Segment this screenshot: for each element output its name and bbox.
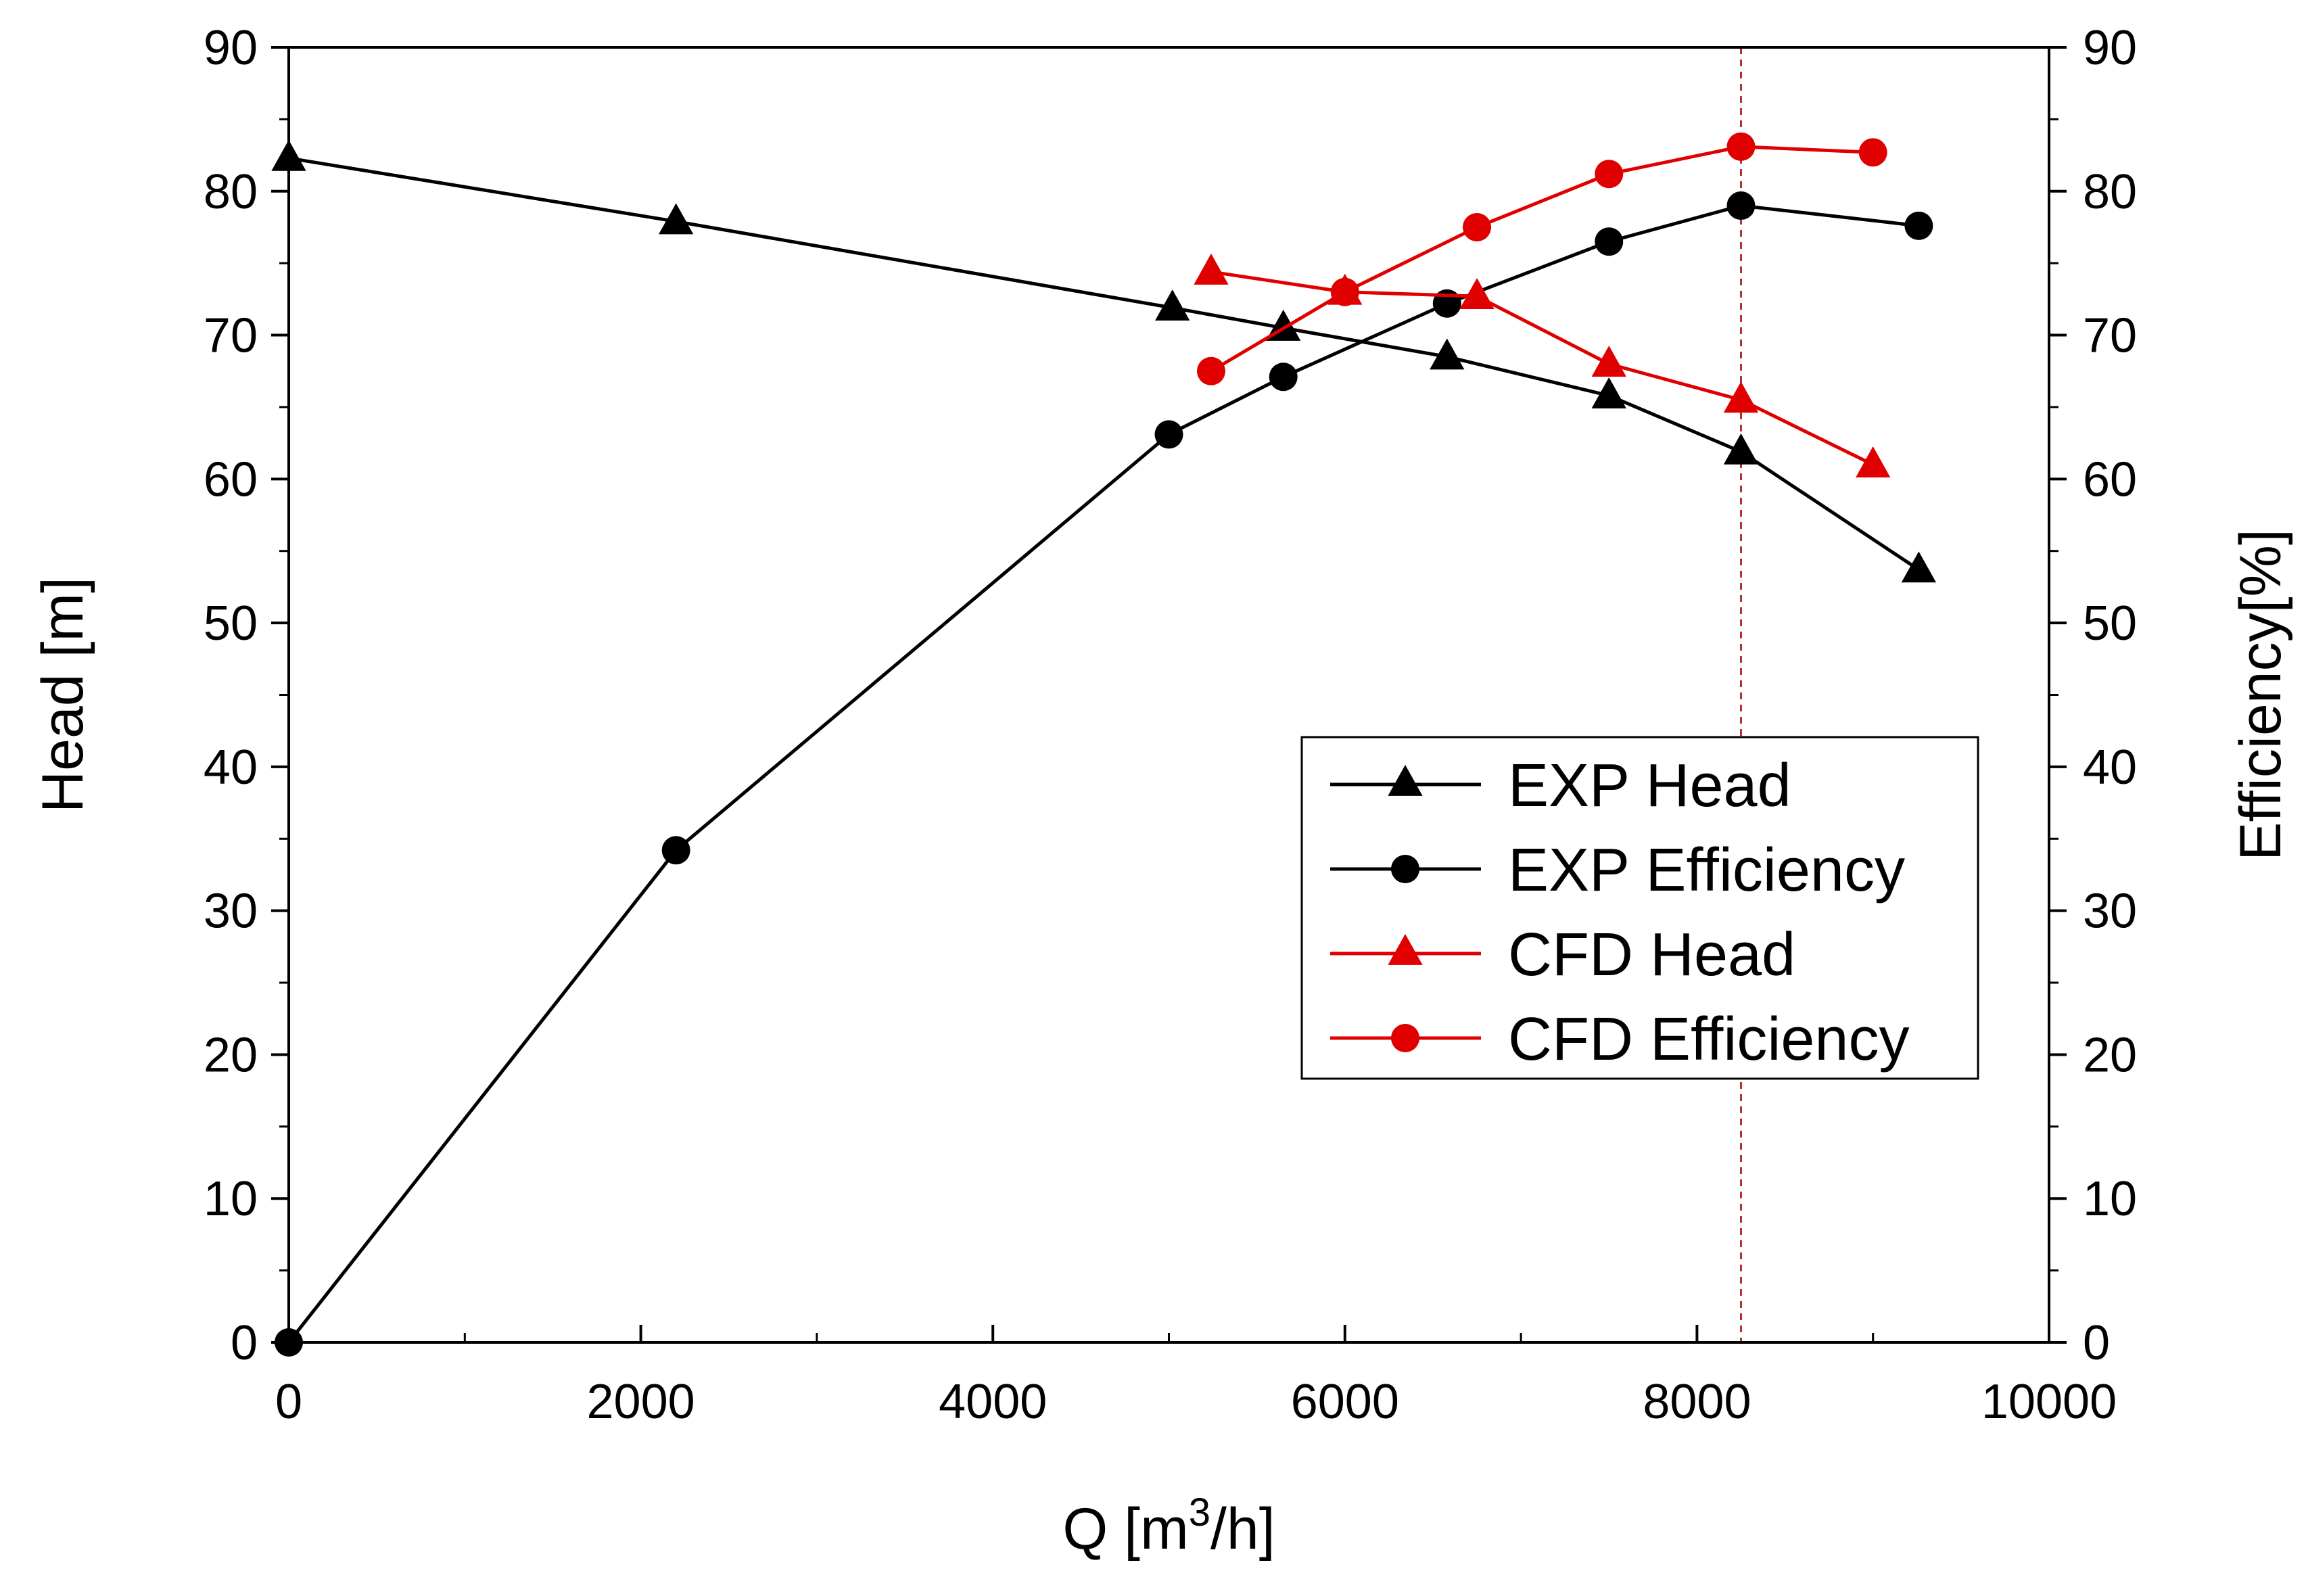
data-point-exp-efficiency bbox=[1726, 191, 1756, 220]
data-point-cfd-head bbox=[1459, 278, 1495, 310]
y-axis-title-right: Efficiency[%] bbox=[2228, 529, 2293, 861]
y-tick-label: 60 bbox=[204, 452, 258, 507]
y-tick-label: 20 bbox=[204, 1028, 258, 1082]
y2-tick-label: 40 bbox=[2083, 741, 2137, 795]
y-axis-title-left: Head [m] bbox=[30, 577, 95, 813]
x-tick-label: 2000 bbox=[587, 1375, 695, 1429]
legend-label: EXP Head bbox=[1508, 752, 1791, 820]
y2-tick-label: 10 bbox=[2083, 1172, 2137, 1226]
y2-tick-label: 20 bbox=[2083, 1028, 2137, 1082]
data-point-cfd-efficiency bbox=[1463, 212, 1492, 241]
x-axis-title-prefix: Q [m bbox=[1062, 1497, 1188, 1562]
y2-tick-label: 50 bbox=[2083, 596, 2137, 651]
legend-items: EXP Head EXP Efficiency CFD Head CFD Effici… bbox=[1330, 752, 1909, 1073]
y-tick-label: 90 bbox=[204, 21, 258, 75]
y2-tick-label: 30 bbox=[2083, 885, 2137, 939]
legend-marker bbox=[1391, 1024, 1419, 1052]
data-point-exp-head bbox=[1591, 377, 1626, 408]
legend-label: CFD Efficiency bbox=[1508, 1006, 1909, 1073]
data-point-exp-efficiency bbox=[275, 1328, 303, 1357]
data-point-exp-efficiency bbox=[1904, 211, 1933, 240]
y2-tick-label: 70 bbox=[2083, 309, 2137, 363]
series-line-cfd-efficiency bbox=[1210, 145, 1873, 373]
y-tick-label: 0 bbox=[231, 1316, 258, 1370]
data-point-cfd-efficiency bbox=[1196, 356, 1225, 385]
y-tick-label: 50 bbox=[204, 596, 258, 651]
y-tick-label: 10 bbox=[204, 1172, 258, 1226]
data-point-exp-head bbox=[1155, 289, 1190, 321]
series-layer bbox=[271, 132, 1937, 1357]
x-tick-label: 0 bbox=[275, 1375, 302, 1429]
data-point-exp-head bbox=[1723, 433, 1759, 465]
y2-tick-label: 0 bbox=[2083, 1316, 2110, 1370]
data-point-cfd-efficiency bbox=[1726, 132, 1756, 161]
series-line-exp-head bbox=[288, 156, 1920, 571]
x-axis-title: Q [m3/h] bbox=[1062, 1491, 1275, 1562]
x-tick-label: 10000 bbox=[1981, 1375, 2117, 1429]
data-point-cfd-head bbox=[1194, 253, 1229, 285]
y2-tick-label: 90 bbox=[2083, 21, 2137, 75]
legend-item-cfd-head: CFD Head bbox=[1330, 921, 1795, 989]
data-point-exp-head bbox=[271, 139, 306, 171]
x-tick-label: 6000 bbox=[1291, 1375, 1399, 1429]
data-point-cfd-head bbox=[1591, 346, 1626, 377]
x-axis-title-superscript: 3 bbox=[1189, 1491, 1210, 1534]
data-point-exp-efficiency bbox=[1154, 420, 1183, 449]
x-tick-label: 4000 bbox=[939, 1375, 1047, 1429]
series-line-exp-efficiency bbox=[287, 204, 1919, 1344]
data-point-exp-efficiency bbox=[661, 836, 690, 865]
y2-tick-label: 60 bbox=[2083, 452, 2137, 507]
series-exp-efficiency bbox=[275, 191, 1933, 1357]
data-point-cfd-head bbox=[1723, 381, 1759, 413]
legend-marker bbox=[1391, 855, 1419, 883]
data-point-exp-head bbox=[659, 203, 694, 235]
data-point-cfd-head bbox=[1856, 446, 1891, 477]
legend: EXP Head EXP Efficiency CFD Head CFD Effici… bbox=[1300, 736, 1979, 1080]
legend-item-cfd-efficiency: CFD Efficiency bbox=[1330, 1006, 1909, 1073]
data-point-cfd-efficiency bbox=[1858, 138, 1887, 167]
y-tick-label: 40 bbox=[204, 741, 258, 795]
series-exp-head bbox=[271, 139, 1937, 583]
axes: 0 2000 4000 6000 8000 10000010203040506070809… bbox=[204, 21, 2137, 1429]
data-point-cfd-efficiency bbox=[1330, 277, 1359, 306]
data-point-exp-head bbox=[1901, 551, 1937, 583]
data-point-cfd-efficiency bbox=[1595, 160, 1624, 189]
legend-label: EXP Efficiency bbox=[1508, 837, 1905, 904]
data-point-exp-efficiency bbox=[1595, 227, 1624, 256]
legend-marker bbox=[1388, 765, 1423, 796]
legend-item-exp-head: EXP Head bbox=[1330, 752, 1791, 820]
data-point-exp-head bbox=[1430, 338, 1465, 370]
y-tick-label: 80 bbox=[204, 165, 258, 219]
legend-label: CFD Head bbox=[1508, 921, 1795, 989]
data-point-exp-efficiency bbox=[1269, 362, 1298, 392]
series-cfd-efficiency bbox=[1196, 132, 1887, 385]
series-line-cfd-head bbox=[1210, 270, 1874, 467]
x-tick-label: 8000 bbox=[1643, 1375, 1751, 1429]
y2-tick-label: 80 bbox=[2083, 165, 2137, 219]
y-tick-label: 70 bbox=[204, 309, 258, 363]
legend-marker bbox=[1388, 934, 1423, 965]
x-axis-title-suffix: /h] bbox=[1210, 1497, 1275, 1562]
legend-item-exp-efficiency: EXP Efficiency bbox=[1330, 837, 1905, 904]
y-tick-label: 30 bbox=[204, 885, 258, 939]
